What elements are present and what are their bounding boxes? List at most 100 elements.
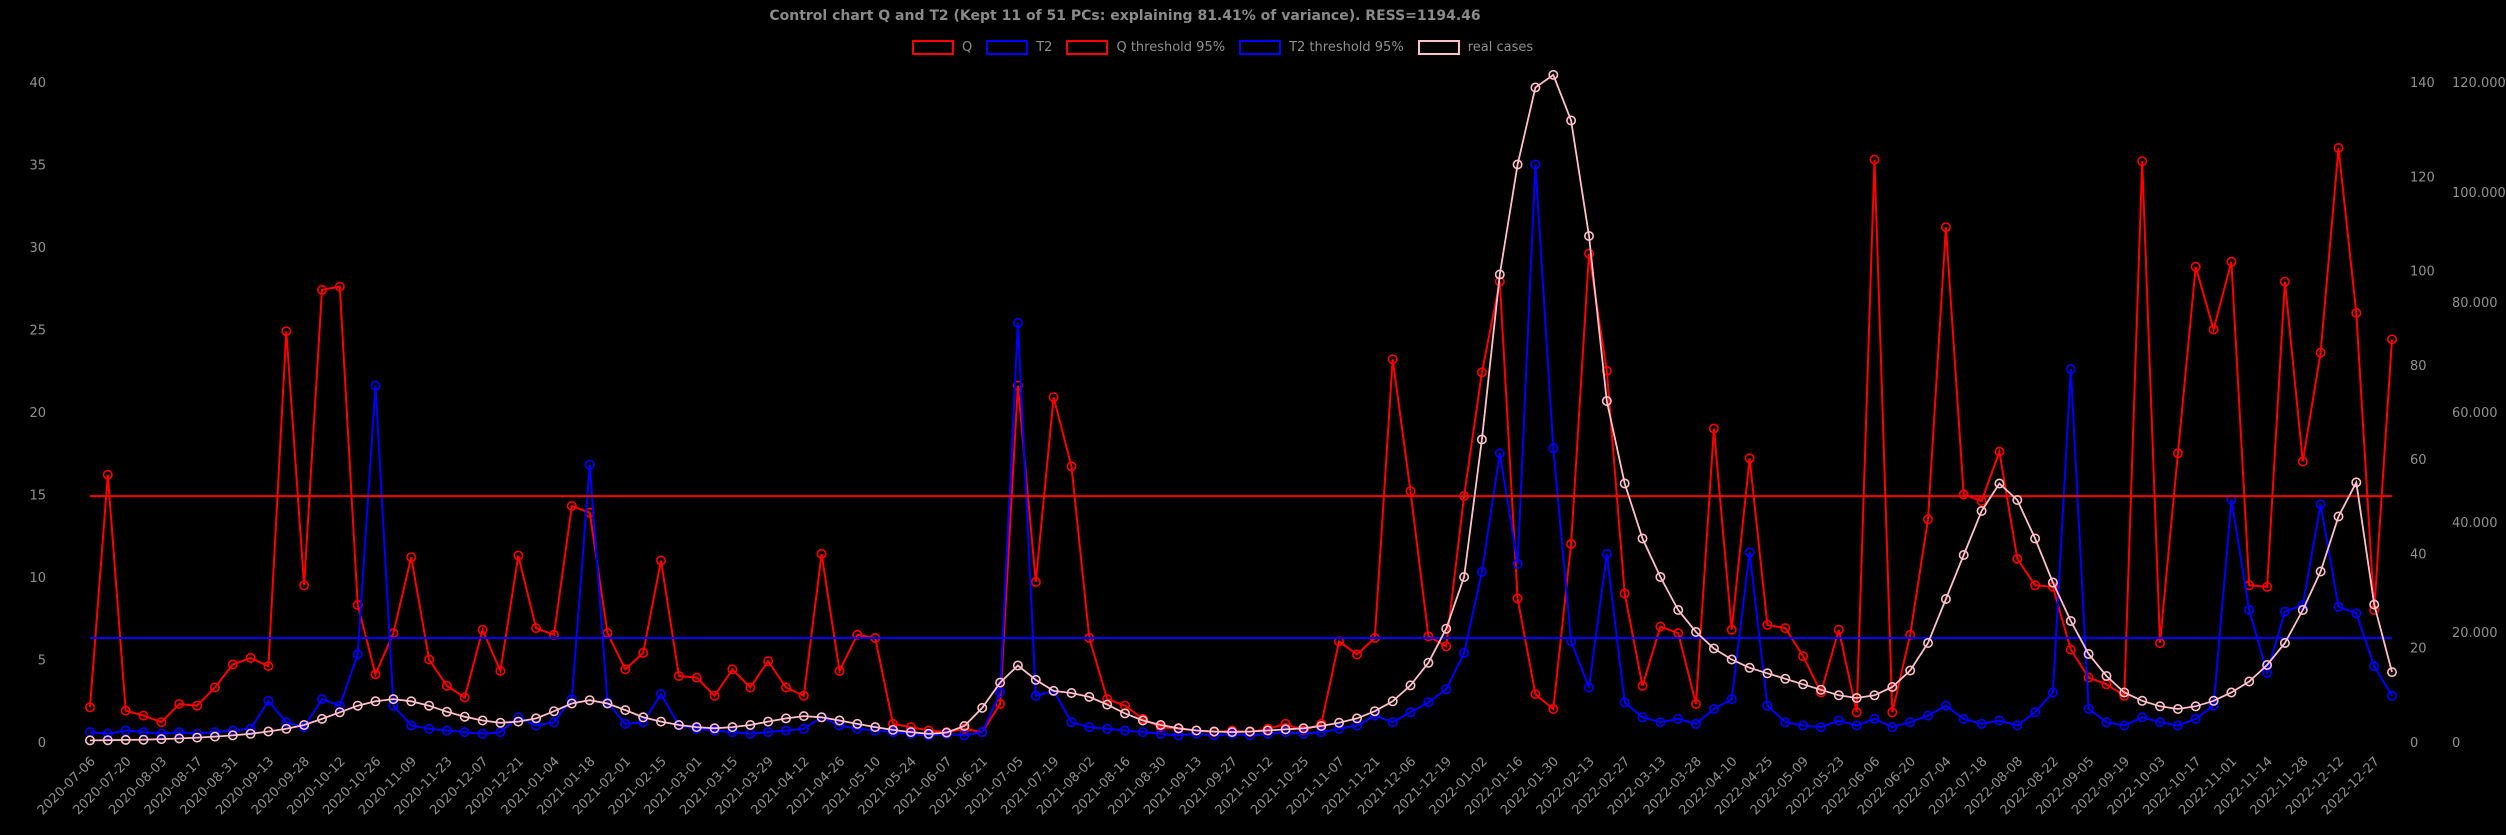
q-series-marker <box>2387 334 2398 345</box>
real-cases-series-marker <box>424 700 435 711</box>
left-axis-tick-label: 30 <box>29 241 46 256</box>
real-cases-series-marker <box>1958 549 1969 560</box>
real-cases-series-marker <box>691 722 702 733</box>
real-cases-series-marker <box>102 735 113 746</box>
t2-series-marker <box>1905 717 1916 728</box>
q-series-marker <box>495 665 506 676</box>
real-cases-series-marker <box>1548 69 1559 80</box>
q-series-marker <box>1030 576 1041 587</box>
q-series-marker <box>316 284 327 295</box>
real-cases-series-marker <box>2012 494 2023 505</box>
t2-series-marker <box>1441 684 1452 695</box>
real-cases-series-marker <box>995 677 1006 688</box>
q-series-marker <box>299 580 310 591</box>
t2-series-marker <box>1887 722 1898 733</box>
real-cases-series-marker <box>2030 533 2041 544</box>
q-series-marker <box>709 690 720 701</box>
legend-item-t2-threshold-95-[interactable]: T2 threshold 95% <box>1239 40 1404 55</box>
q-series-marker <box>85 702 96 713</box>
right-inner-axis-tick-label: 100 <box>2410 265 2435 280</box>
t2-series-marker <box>1120 725 1131 736</box>
t2-series-marker <box>1994 715 2005 726</box>
real-cases-series-marker <box>1994 478 2005 489</box>
real-cases-series-marker <box>1030 674 1041 685</box>
q-series-marker <box>2226 256 2237 267</box>
chart-legend: Q T2 Q threshold 95% T2 threshold 95% real c… <box>912 40 1533 55</box>
t2-series-marker <box>1387 717 1398 728</box>
real-cases-series-marker <box>852 718 863 729</box>
legend-swatch <box>912 40 954 55</box>
real-cases-series-marker <box>1387 696 1398 707</box>
t2-series <box>85 159 2398 741</box>
left-axis-tick-label: 10 <box>29 571 46 586</box>
real-cases-series-marker <box>834 715 845 726</box>
q-series-marker <box>245 652 256 663</box>
real-cases-series-marker <box>1584 231 1595 242</box>
t2-series-marker <box>1298 728 1309 739</box>
q-series-marker <box>2030 580 2041 591</box>
q-series-marker <box>1423 631 1434 642</box>
real-cases-series-marker <box>1191 725 1202 736</box>
q-series-marker <box>691 672 702 683</box>
real-cases-series-marker <box>299 719 310 730</box>
q-series-marker <box>2279 276 2290 287</box>
q-series-marker <box>834 665 845 676</box>
real-cases-series-marker <box>441 706 452 717</box>
legend-item-q-threshold-95-[interactable]: Q threshold 95% <box>1066 40 1225 55</box>
real-cases-series-marker <box>1512 159 1523 170</box>
q-series-marker <box>459 692 470 703</box>
q-series-marker <box>1655 621 1666 632</box>
real-cases-series-marker <box>977 702 988 713</box>
q-series-marker <box>745 682 756 693</box>
left-axis-tick-label: 15 <box>29 489 46 504</box>
real-cases-series-marker <box>1619 478 1630 489</box>
t2-series-marker <box>1476 566 1487 577</box>
t2-series-marker <box>1548 443 1559 454</box>
right-outer-axis-tick-label: 120.000 <box>2452 76 2506 91</box>
right-outer-axis-tick-label: 20.000 <box>2452 626 2498 641</box>
t2-series-marker <box>2155 717 2166 728</box>
real-cases-series-marker <box>1334 717 1345 728</box>
real-cases-series-marker <box>2387 667 2398 678</box>
real-cases-series-marker <box>1227 727 1238 738</box>
real-cases-series-marker <box>120 734 131 745</box>
q-series-marker <box>620 664 631 675</box>
q-series-marker <box>334 281 345 292</box>
t2-series-marker <box>1673 713 1684 724</box>
q-series-marker <box>263 661 274 672</box>
t2-series-marker <box>459 727 470 738</box>
t2-series-marker <box>2083 703 2094 714</box>
legend-item-real-cases[interactable]: real cases <box>1417 40 1533 55</box>
real-cases-series-marker <box>727 722 738 733</box>
t2-series-marker <box>1691 718 1702 729</box>
real-cases-series-marker <box>602 698 613 709</box>
real-cases-series-marker <box>1887 681 1898 692</box>
real-cases-series-marker <box>1869 690 1880 701</box>
real-cases-series-marker <box>1352 713 1363 724</box>
legend-swatch <box>1066 40 1109 55</box>
q-series-marker <box>138 710 149 721</box>
legend-item-q[interactable]: Q <box>912 40 972 55</box>
real-cases-series-marker <box>281 723 292 734</box>
t2-series-marker <box>495 727 506 738</box>
real-cases-series-marker <box>923 728 934 739</box>
q-series-marker <box>780 682 791 693</box>
real-cases-series-marker <box>2297 604 2308 615</box>
left-axis-tick-label: 40 <box>29 76 46 91</box>
real-cases-series-marker <box>1833 690 1844 701</box>
real-cases-series-marker <box>1905 665 1916 676</box>
t2-series-marker <box>2047 687 2058 698</box>
q-series-marker <box>638 647 649 658</box>
t2-series-marker <box>977 727 988 738</box>
real-cases-series-marker <box>1601 395 1612 406</box>
legend-item-t2[interactable]: T2 <box>986 40 1052 55</box>
left-axis-tick-label: 35 <box>29 159 46 174</box>
q-series-marker <box>1887 707 1898 718</box>
q-series-marker <box>1066 461 1077 472</box>
real-cases-series-marker <box>1369 706 1380 717</box>
q-series-marker <box>370 669 381 680</box>
real-cases-series-marker <box>227 730 238 741</box>
q-series-marker <box>227 659 238 670</box>
t2-series-marker <box>441 725 452 736</box>
t2-series-marker <box>995 687 1006 698</box>
